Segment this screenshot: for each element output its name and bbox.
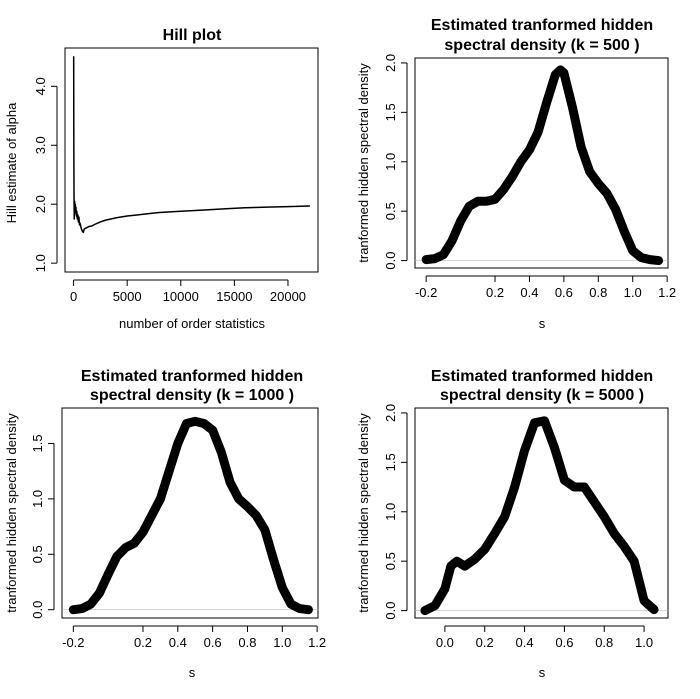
y-tick-label: 0.0 [30, 601, 45, 619]
x-tick-label: 10000 [163, 289, 199, 304]
x-tick-label: 0.4 [520, 285, 538, 300]
plot-frame [414, 57, 669, 269]
y-tick-label: 1.0 [383, 153, 398, 171]
x-axis-label: s [539, 665, 546, 680]
x-tick-label: 1.0 [624, 285, 642, 300]
y-tick-label: 0.5 [383, 552, 398, 570]
density-panel-k5000: Estimated tranformed hidden spectral den… [356, 368, 669, 680]
y-axis-label: tranformed hidden spectral density [356, 63, 371, 263]
plot-frame [61, 407, 319, 619]
density-panel-k1000: Estimated tranformed hidden spectral den… [4, 368, 326, 680]
x-tick-label: 0.4 [169, 635, 187, 650]
chart-title-line2: spectral density (k = 500 ) [444, 37, 639, 54]
x-tick-label: 0.6 [555, 635, 573, 650]
y-tick-label: 1.0 [30, 490, 45, 508]
y-tick-label: 1.5 [30, 434, 45, 452]
x-tick-label: 0.4 [516, 635, 534, 650]
density-panel-k500: Estimated tranformed hidden spectral den… [356, 17, 676, 331]
y-tick-label: 0.5 [383, 202, 398, 220]
series-line [421, 65, 664, 266]
x-axis-label: s [539, 316, 546, 331]
y-tick-label: 4.0 [33, 77, 48, 95]
x-tick-label: 0.2 [476, 635, 494, 650]
y-tick-label: 1.5 [383, 103, 398, 121]
y-tick-label: 0.5 [30, 545, 45, 563]
y-axis-label: tranformed hidden spectral density [4, 413, 19, 613]
x-tick-label: 0.0 [436, 635, 454, 650]
y-axis-label: tranformed hidden spectral density [356, 413, 371, 613]
x-tick-label: 1.0 [273, 635, 291, 650]
y-tick-label: 3.0 [33, 136, 48, 154]
y-axis-label: Hill estimate of alpha [4, 102, 19, 223]
plot-frame [414, 407, 669, 619]
x-tick-label: 0.6 [555, 285, 573, 300]
x-tick-label: 1.2 [308, 635, 326, 650]
chart-title-line2: spectral density (k = 1000 ) [90, 387, 294, 404]
hill-plot-panel: Hill plot number of order statistics Hil… [4, 27, 319, 331]
x-axis-label: s [189, 665, 196, 680]
y-tick-label: 1.5 [383, 453, 398, 471]
x-tick-label: 1.0 [635, 635, 653, 650]
x-axis-label: number of order statistics [119, 316, 265, 331]
y-tick-label: 2.0 [383, 404, 398, 422]
x-tick-label: -0.2 [62, 635, 84, 650]
chart-title-line2: spectral density (k = 5000 ) [440, 387, 644, 404]
y-tick-label: 2.0 [33, 195, 48, 213]
x-tick-label: 1.2 [658, 285, 676, 300]
chart-title: Hill plot [163, 27, 222, 44]
x-tick-label: 0.8 [589, 285, 607, 300]
plot-frame [64, 47, 319, 273]
series-line [420, 416, 659, 616]
x-tick-label: -0.2 [415, 285, 437, 300]
x-tick-label: 0.6 [204, 635, 222, 650]
x-tick-label: 0.2 [486, 285, 504, 300]
x-tick-label: 0.2 [134, 635, 152, 650]
y-tick-label: 0.0 [383, 252, 398, 270]
y-tick-label: 1.0 [33, 254, 48, 272]
chart-title-line1: Estimated tranformed hidden [81, 368, 303, 385]
x-tick-label: 15000 [216, 289, 252, 304]
x-tick-label: 0.8 [238, 635, 256, 650]
series-line [72, 56, 311, 234]
x-tick-label: 20000 [270, 289, 306, 304]
series-line [68, 416, 313, 615]
y-tick-label: 2.0 [383, 54, 398, 72]
chart-title-line1: Estimated tranformed hidden [431, 17, 653, 34]
x-tick-label: 5000 [113, 289, 142, 304]
x-tick-label: 0.8 [595, 635, 613, 650]
x-tick-label: 0 [70, 289, 77, 304]
y-tick-label: 0.0 [383, 602, 398, 620]
y-tick-label: 1.0 [383, 503, 398, 521]
chart-title-line1: Estimated tranformed hidden [431, 368, 653, 385]
